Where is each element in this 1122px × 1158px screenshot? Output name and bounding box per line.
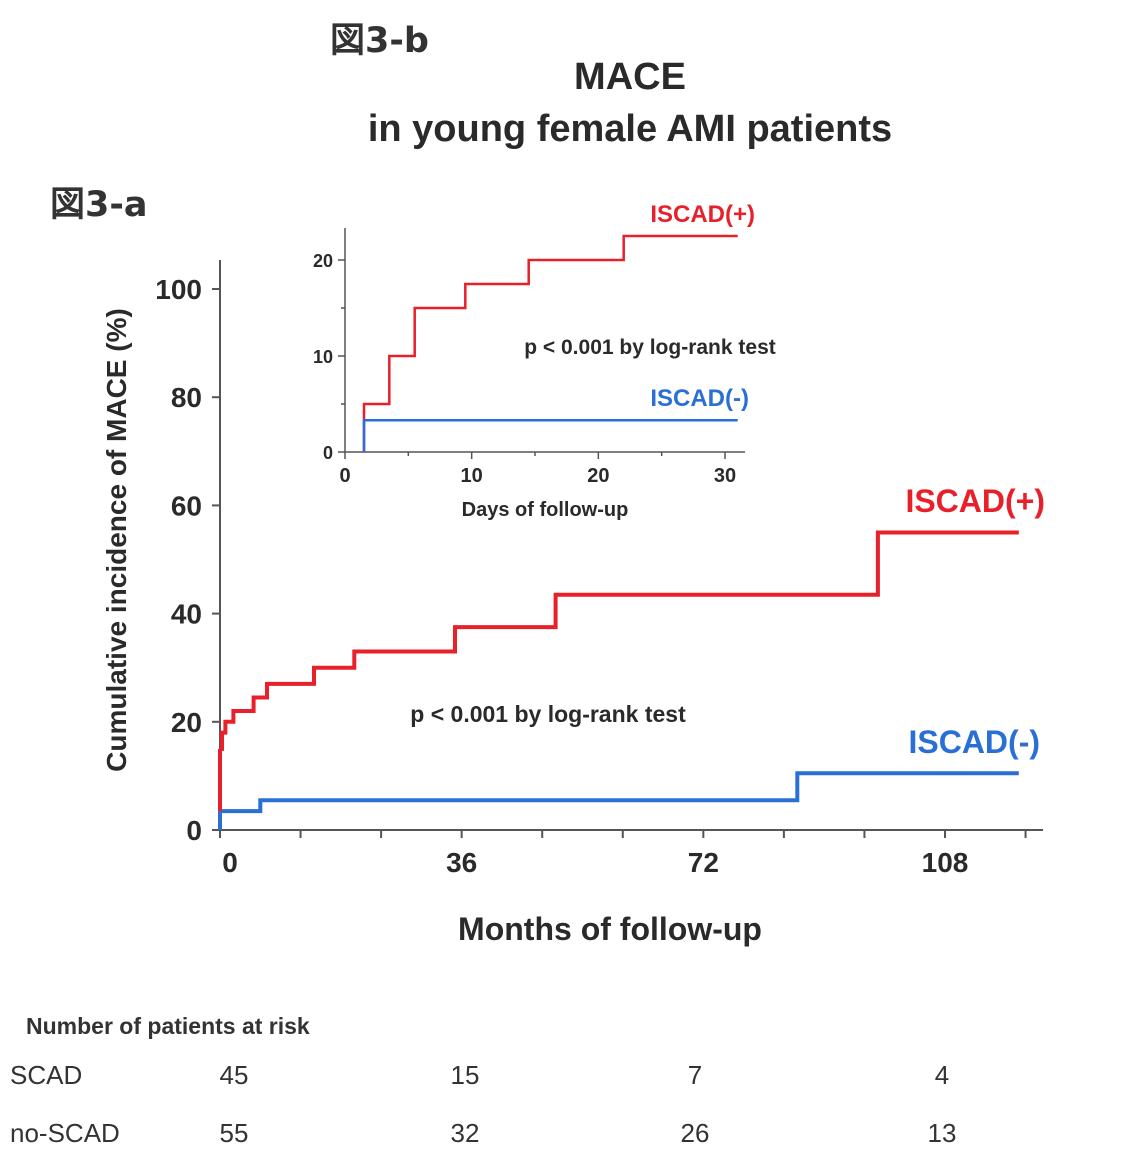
inset-series-lines <box>362 234 738 452</box>
inset-x-tick-label: 30 <box>714 465 736 487</box>
inset-series-line-iscad-pos <box>362 234 738 452</box>
y-tick-label: 20 <box>171 707 202 738</box>
risk-table-header: Number of patients at risk <box>26 1013 310 1039</box>
risk-row-scad-value: 7 <box>687 1060 703 1090</box>
inset-x-tick-label: 10 <box>461 465 483 487</box>
inset-x-axis-title: Days of follow-up <box>462 499 629 521</box>
inset-labels: 0 10 20 0 10 20 30 Days of follow-up p < 0.001 b… <box>313 201 776 521</box>
legend-label-iscad-neg: ISCAD(-) <box>908 724 1040 760</box>
main-series-lines <box>218 530 1019 830</box>
series-line-iscad-neg <box>220 771 1019 814</box>
y-tick-label: 0 <box>186 815 202 846</box>
x-tick-label: 108 <box>922 847 969 878</box>
chart-title-line-2: in young female AMI patients <box>367 108 893 150</box>
inset-x-tick-label: 20 <box>587 465 609 487</box>
inset-y-tick-label: 0 <box>323 443 333 463</box>
inset-p-value-annotation: p < 0.001 by log-rank test <box>524 336 776 359</box>
legend-label-iscad-pos: ISCAD(+) <box>905 483 1045 519</box>
x-tick-label: 72 <box>688 847 719 878</box>
risk-row-noscad-name: no-SCAD <box>10 1118 120 1148</box>
inset-x-tick-label: 0 <box>339 465 350 487</box>
y-tick-label: 40 <box>171 599 202 630</box>
risk-row-scad-name: SCAD <box>10 1060 83 1090</box>
risk-row-scad-value: 4 <box>934 1060 950 1090</box>
x-axis-title: Months of follow-up <box>458 911 762 947</box>
risk-row-noscad-value: 26 <box>680 1118 710 1148</box>
inset-y-tick-label: 10 <box>313 347 333 367</box>
chart-title-line-1: MACE <box>574 56 686 98</box>
risk-row-noscad-value: 55 <box>219 1118 249 1148</box>
y-tick-label: 80 <box>171 382 202 413</box>
risk-row-scad-value: 45 <box>219 1060 249 1090</box>
risk-row-noscad-value: 13 <box>927 1118 957 1148</box>
risk-row-scad-value: 15 <box>450 1060 480 1090</box>
x-tick-label: 0 <box>222 847 238 878</box>
series-line-iscad-pos <box>220 530 1019 751</box>
inset-legend-label-iscad-neg: ISCAD(-) <box>650 385 749 412</box>
y-tick-label: 60 <box>171 490 202 521</box>
p-value-annotation: p < 0.001 by log-rank test <box>410 701 686 727</box>
inset-axes <box>338 228 745 459</box>
inset-legend-label-iscad-pos: ISCAD(+) <box>650 201 755 228</box>
y-tick-label: 100 <box>155 274 202 305</box>
figure-label-b: 図3-b <box>330 21 429 61</box>
inset-y-tick-label: 20 <box>313 251 333 271</box>
risk-row-noscad-value: 32 <box>450 1118 480 1148</box>
y-axis-title: Cumulative incidence of MACE (%) <box>101 308 132 772</box>
x-tick-label: 36 <box>446 847 477 878</box>
figure-label-a: 図3-a <box>50 185 148 225</box>
inset-series-line-iscad-neg <box>362 419 738 452</box>
